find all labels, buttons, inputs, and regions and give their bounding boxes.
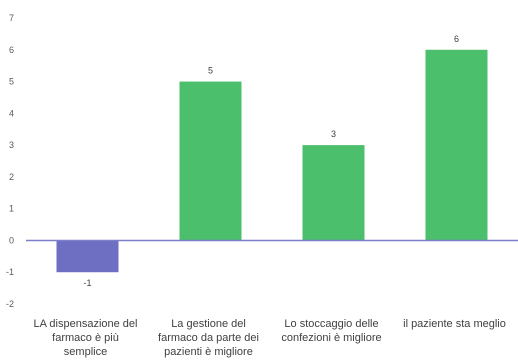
category-label-line: il paziente sta meglio — [403, 318, 506, 330]
category-label: il paziente sta meglio — [403, 318, 506, 330]
category-label-line: Lo stoccaggio delle — [284, 318, 378, 330]
category-label-line: La gestione del — [171, 318, 246, 330]
category-label: Lo stoccaggio delle confezioni è migliore — [281, 318, 381, 344]
y-tick-label: -2 — [6, 299, 14, 309]
bar — [179, 81, 242, 241]
y-tick-label: -1 — [6, 267, 14, 277]
data-label: -1 — [83, 278, 91, 288]
data-label: 3 — [331, 129, 336, 139]
category-label-line: farmaco è più — [52, 332, 119, 344]
y-tick-label: 4 — [9, 108, 14, 118]
data-label: 5 — [208, 66, 213, 76]
y-tick-label: 1 — [9, 204, 14, 214]
y-tick-label: 3 — [9, 140, 14, 150]
category-label-line: confezioni è migliore — [281, 332, 381, 344]
bar — [56, 240, 119, 273]
y-tick-label: 0 — [9, 235, 14, 245]
y-tick-label: 7 — [9, 13, 14, 23]
bar — [302, 145, 365, 241]
data-labels: -1 5 3 6 — [83, 34, 459, 288]
y-tick-label: 2 — [9, 172, 14, 182]
y-tick-label: 5 — [9, 77, 14, 87]
category-label: La gestione del farmaco da parte dei pazie… — [158, 318, 259, 358]
bar — [425, 49, 488, 241]
category-label-line: farmaco da parte dei — [158, 332, 259, 344]
category-label: LA dispensazione del farmaco è più semplic… — [34, 318, 138, 358]
y-axis-ticks: 7 6 5 4 3 2 1 0 -1 -2 — [6, 13, 14, 309]
category-label-line: semplice — [64, 346, 107, 358]
bars — [56, 49, 488, 273]
data-label: 6 — [454, 34, 459, 44]
category-label-line: LA dispensazione del — [34, 318, 138, 330]
y-tick-label: 6 — [9, 45, 14, 55]
category-labels: LA dispensazione del farmaco è più semplic… — [34, 318, 506, 358]
category-label-line: pazienti è migliore — [164, 346, 253, 358]
